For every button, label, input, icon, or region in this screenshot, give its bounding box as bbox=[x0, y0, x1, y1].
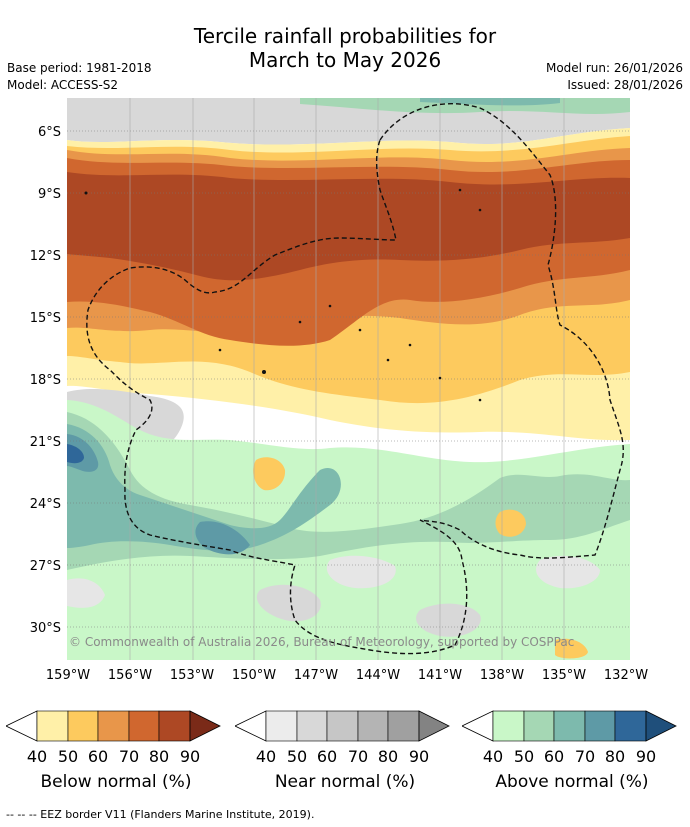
colorbar-tick: 40 bbox=[256, 747, 276, 766]
title-line-2: March to May 2026 bbox=[248, 48, 442, 72]
colorbar-tick: 70 bbox=[119, 747, 139, 766]
model-info: Base period: 1981-2018 Model: ACCESS-S2 bbox=[7, 60, 152, 94]
colorbar-tick: 90 bbox=[409, 747, 429, 766]
above-70-region bbox=[67, 434, 250, 555]
run-info: Model run: 26/01/2026 Issued: 28/01/2026 bbox=[546, 60, 683, 94]
map-fields bbox=[67, 98, 630, 660]
colorbar-tick: 50 bbox=[287, 747, 307, 766]
colorbar-swatch bbox=[326, 710, 359, 742]
model-name: Model: ACCESS-S2 bbox=[7, 78, 119, 92]
probability-map: © Commonwealth of Australia 2026, Bureau… bbox=[30, 98, 648, 683]
lat-label: 18°S bbox=[30, 373, 61, 388]
graticule bbox=[67, 130, 630, 628]
lon-label: 159°W bbox=[46, 668, 90, 683]
colorbar-arrow-right bbox=[418, 710, 450, 742]
lat-axis: 6°S 9°S 12°S 15°S 18°S 21°S 24°S 27°S 30… bbox=[30, 125, 61, 636]
lat-label: 24°S bbox=[30, 497, 61, 512]
lon-label: 135°W bbox=[542, 668, 586, 683]
lon-label: 153°W bbox=[170, 668, 214, 683]
near-normal-south-2 bbox=[256, 584, 481, 637]
colorbar-swatch bbox=[128, 710, 160, 742]
eez-footnote: -- -- -- EEZ border V11 (Flanders Marine… bbox=[6, 808, 315, 821]
colorbar-swatch bbox=[296, 710, 328, 742]
colorbar-swatch bbox=[158, 710, 191, 742]
islands bbox=[84, 188, 482, 402]
lon-label: 141°W bbox=[418, 668, 462, 683]
copyright-notice: © Commonwealth of Australia 2026, Bureau… bbox=[69, 635, 574, 649]
graticule-meridians bbox=[129, 98, 565, 660]
colorbar-tick: 80 bbox=[149, 747, 169, 766]
colorbar-tick: 60 bbox=[317, 747, 337, 766]
colorbar-tick: 90 bbox=[180, 747, 200, 766]
colorbar-swatch bbox=[553, 710, 586, 742]
colorbar-tick: 40 bbox=[27, 747, 47, 766]
eez-border bbox=[86, 103, 624, 655]
lon-label: 156°W bbox=[108, 668, 152, 683]
above-40-region bbox=[67, 400, 630, 660]
colorbar-swatch bbox=[265, 710, 298, 742]
colorbar-swatch bbox=[357, 710, 389, 742]
near-normal-patches bbox=[67, 555, 600, 608]
colorbar-swatch bbox=[36, 710, 69, 742]
colorbar-tick: 80 bbox=[605, 747, 625, 766]
below-80-band bbox=[67, 172, 630, 281]
colorbar-near: 40 50 60 70 80 90 bbox=[234, 710, 450, 766]
model-run: Model run: 26/01/2026 bbox=[545, 61, 683, 75]
lon-label: 144°W bbox=[356, 668, 400, 683]
legend-near-normal: 40 50 60 70 80 90 Near normal (%) bbox=[234, 708, 455, 792]
lon-label: 132°W bbox=[604, 668, 648, 683]
above-80-region bbox=[67, 444, 84, 464]
lat-label: 15°S bbox=[30, 311, 61, 326]
lon-label: 150°W bbox=[232, 668, 276, 683]
legend-above-normal: 40 50 60 70 80 90 Above normal (%) bbox=[461, 708, 682, 792]
lon-label: 138°W bbox=[480, 668, 524, 683]
lat-label: 21°S bbox=[30, 435, 61, 450]
colorbar-swatch bbox=[584, 710, 616, 742]
near-normal-south-region bbox=[67, 389, 184, 450]
lon-label: 147°W bbox=[294, 668, 338, 683]
lat-label: 6°S bbox=[38, 125, 61, 140]
legend-below-normal: 40 50 60 70 80 90 Below normal (%) bbox=[5, 708, 226, 792]
legend-label: Near normal (%) bbox=[274, 772, 416, 792]
colorbar-arrow-right bbox=[189, 710, 221, 742]
colorbar-swatch bbox=[67, 710, 99, 742]
colorbar-tick: 50 bbox=[514, 747, 534, 766]
colorbar-arrow-right bbox=[645, 710, 677, 742]
lat-label: 30°S bbox=[30, 621, 61, 636]
colorbar-swatch bbox=[492, 710, 525, 742]
colorbar-swatch bbox=[97, 710, 130, 742]
colorbar-swatch bbox=[614, 710, 647, 742]
colorbar-below: 40 50 60 70 80 90 bbox=[5, 710, 221, 766]
title-line-1: Tercile rainfall probabilities for bbox=[193, 24, 497, 48]
above-normal-top-strong bbox=[420, 98, 560, 106]
map-title: Tercile rainfall probabilities for March… bbox=[0, 24, 690, 72]
legend-label: Below normal (%) bbox=[40, 772, 192, 792]
colorbar-tick: 70 bbox=[348, 747, 368, 766]
colorbar-swatch bbox=[387, 710, 420, 742]
colorbar-tick: 60 bbox=[544, 747, 564, 766]
issued-date: Issued: 28/01/2026 bbox=[567, 78, 683, 92]
lat-label: 12°S bbox=[30, 249, 61, 264]
colorbar-tick: 90 bbox=[636, 747, 656, 766]
colorbar-above: 40 50 60 70 80 90 bbox=[461, 710, 677, 766]
colorbar-tick: 70 bbox=[575, 747, 595, 766]
colorbar-arrow-left bbox=[234, 710, 267, 742]
lon-axis: 159°W 156°W 153°W 150°W 147°W 144°W 141°… bbox=[46, 668, 648, 683]
legend-label: Above normal (%) bbox=[495, 772, 649, 792]
colorbar-tick: 40 bbox=[483, 747, 503, 766]
colorbar-swatch bbox=[523, 710, 555, 742]
lat-label: 9°S bbox=[38, 187, 61, 202]
colorbar-tick: 50 bbox=[58, 747, 78, 766]
colorbar-arrow-left bbox=[5, 710, 38, 742]
above-60-region bbox=[67, 424, 341, 551]
lat-label: 27°S bbox=[30, 559, 61, 574]
colorbar-tick: 60 bbox=[88, 747, 108, 766]
colorbar-tick: 80 bbox=[378, 747, 398, 766]
colorbar-arrow-left bbox=[461, 710, 494, 742]
base-period: Base period: 1981-2018 bbox=[7, 61, 152, 75]
